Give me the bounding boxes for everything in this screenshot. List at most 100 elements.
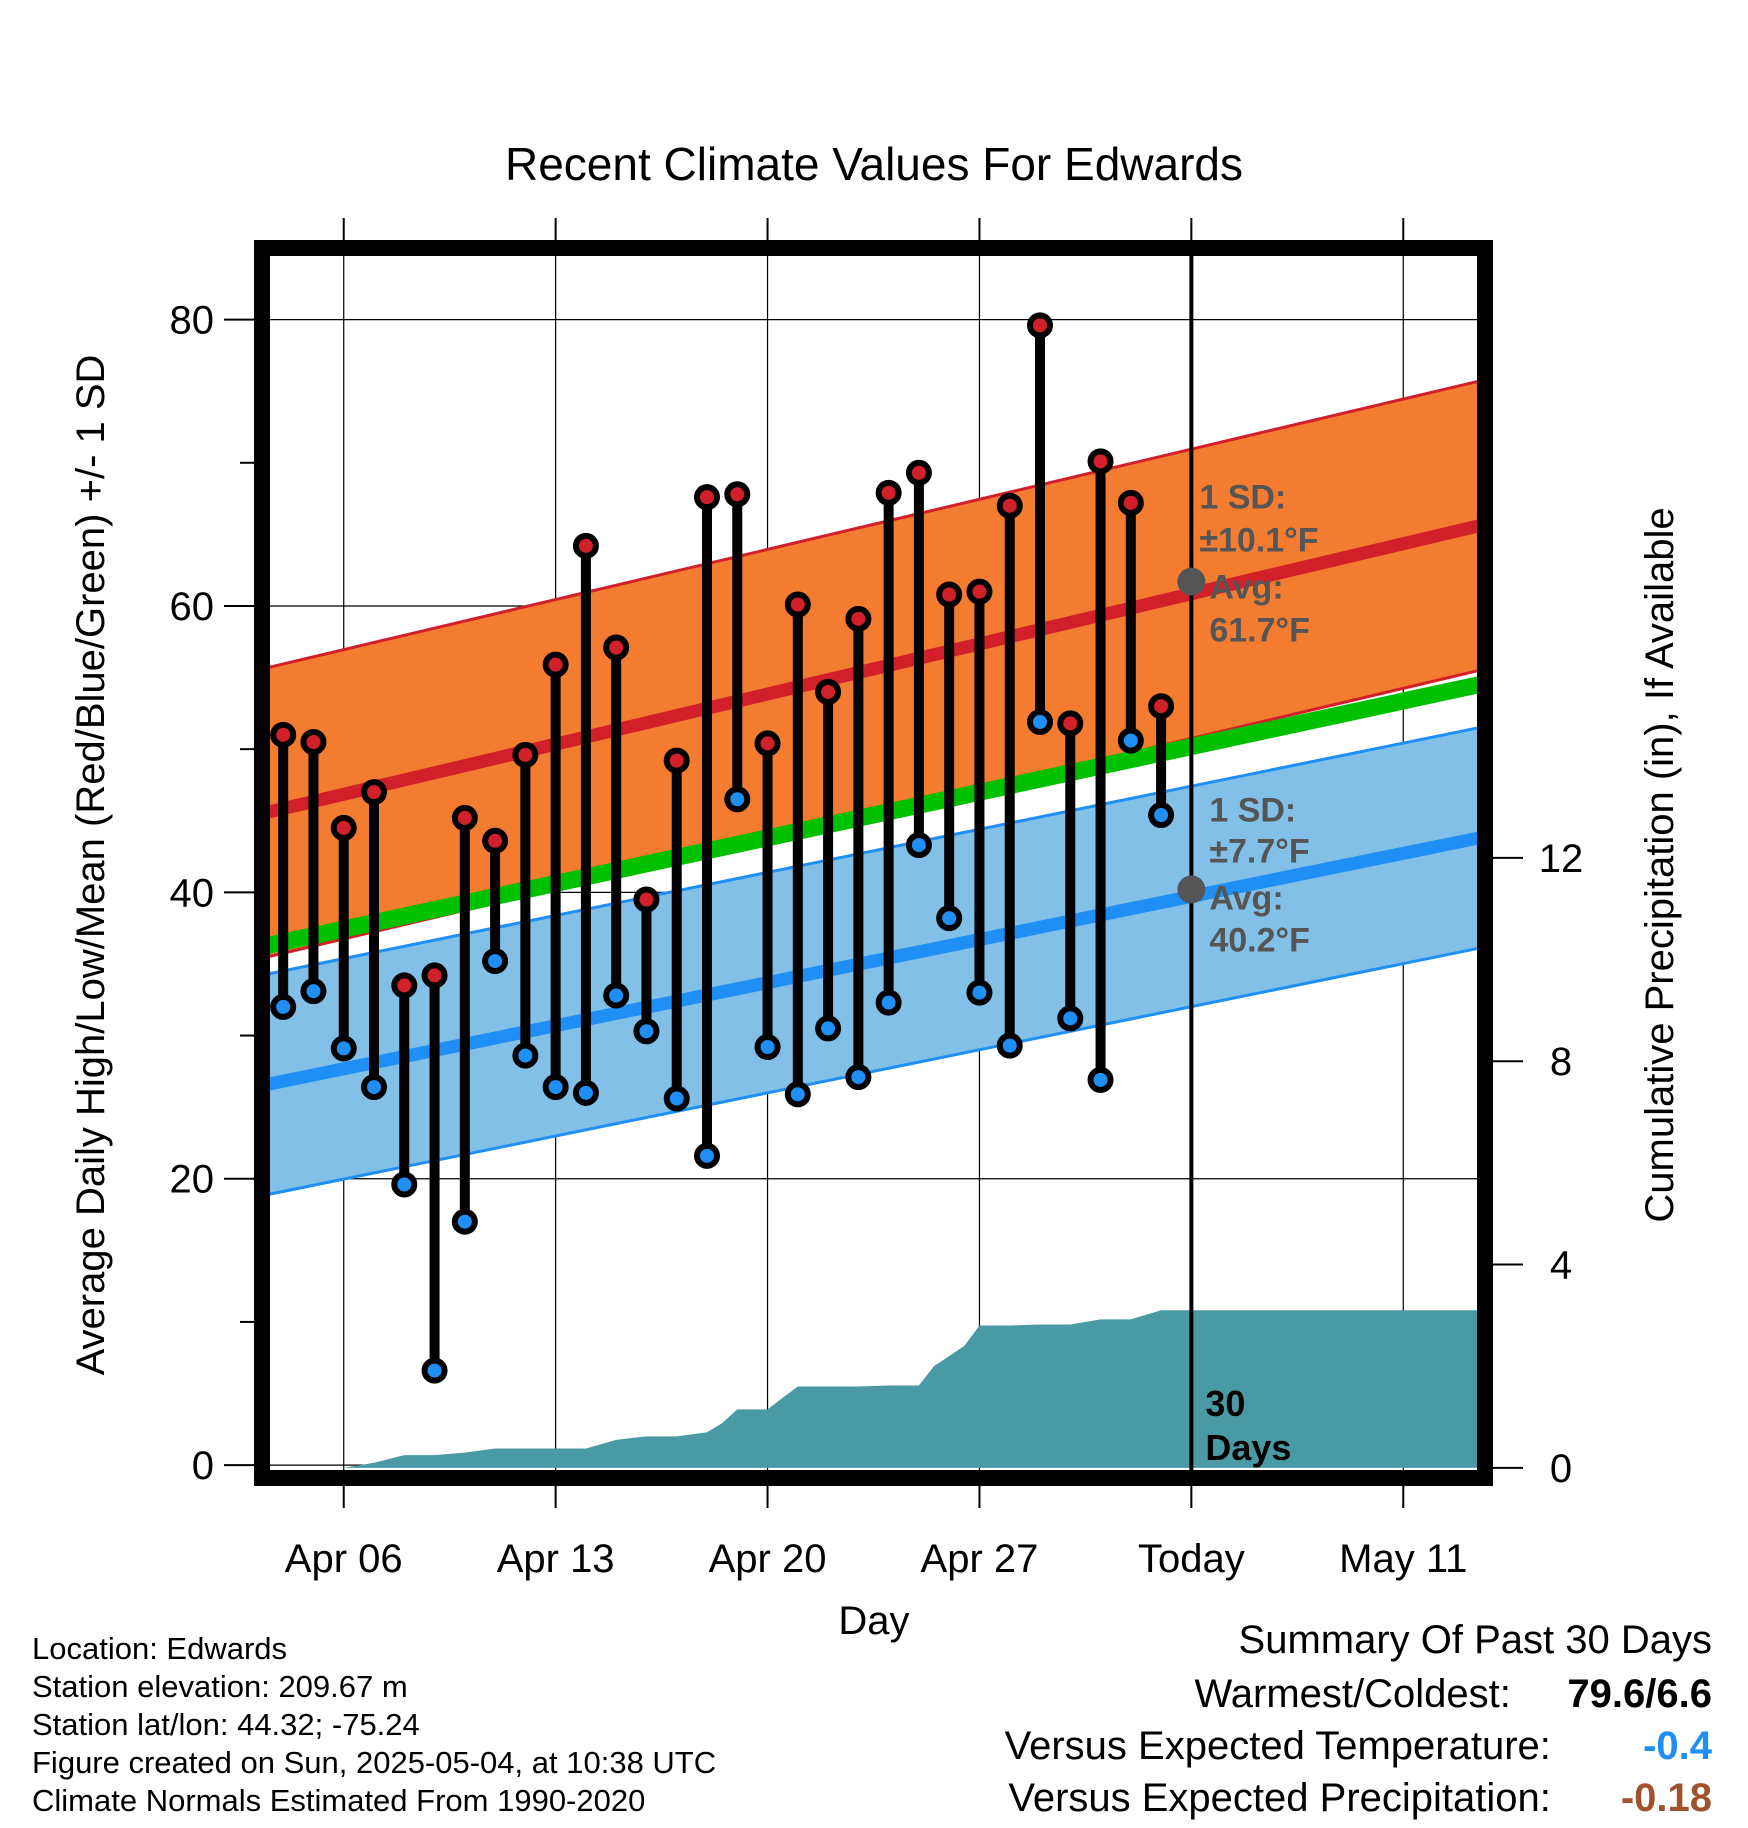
today-low-avg-marker bbox=[1177, 875, 1206, 904]
high-temp-point bbox=[421, 962, 448, 989]
high-sd-label: 1 SD: bbox=[1199, 479, 1286, 517]
low-temp-point bbox=[512, 1042, 539, 1069]
x-tick-label: Today bbox=[1138, 1537, 1245, 1581]
high-temp-point bbox=[694, 484, 721, 511]
window-label-number: 30 bbox=[1205, 1383, 1245, 1424]
low-temp-point bbox=[663, 1085, 690, 1112]
summary-precip-label: Versus Expected Precipitation: bbox=[1008, 1776, 1551, 1820]
high-temp-point bbox=[270, 721, 297, 748]
high-temp-point bbox=[966, 578, 993, 605]
high-temp-point bbox=[905, 459, 932, 486]
low-temp-point bbox=[421, 1357, 448, 1384]
footer-latlon: Station lat/lon: 44.32; -75.24 bbox=[32, 1707, 420, 1742]
high-temp-point bbox=[1148, 693, 1175, 720]
y-tick-label: 0 bbox=[192, 1444, 214, 1488]
summary-temp-value: -0.4 bbox=[1643, 1724, 1712, 1768]
normal-low-upper-edge bbox=[267, 726, 1480, 976]
y-tick-label: 60 bbox=[170, 585, 215, 629]
low-temp-point bbox=[330, 1035, 357, 1062]
y2-tick-label: 0 bbox=[1550, 1447, 1572, 1491]
low-sd-label: 1 SD: bbox=[1209, 791, 1296, 829]
summary-temp-label: Versus Expected Temperature: bbox=[1004, 1724, 1551, 1768]
high-temp-point bbox=[875, 479, 902, 506]
high-temp-point bbox=[482, 827, 509, 854]
high-temp-point bbox=[1087, 448, 1114, 475]
high-temp-point bbox=[996, 492, 1023, 519]
high-temp-point bbox=[300, 729, 327, 756]
high-temp-point bbox=[845, 605, 872, 632]
summary-warm-cold-value: 79.6/6.6 bbox=[1567, 1672, 1712, 1716]
high-temp-point bbox=[512, 741, 539, 768]
low-temp-point bbox=[572, 1079, 599, 1106]
high-temp-point bbox=[633, 886, 660, 913]
low-temp-point bbox=[754, 1033, 781, 1060]
summary-precip-value: -0.18 bbox=[1620, 1776, 1712, 1820]
low-temp-point bbox=[815, 1015, 842, 1042]
high-temp-point bbox=[361, 779, 388, 806]
footer-created: Figure created on Sun, 2025-05-04, at 10… bbox=[32, 1745, 717, 1780]
high-temp-point bbox=[815, 678, 842, 705]
y2-tick-label: 12 bbox=[1539, 837, 1584, 881]
footer-location: Location: Edwards bbox=[32, 1631, 288, 1666]
low-temp-point bbox=[784, 1081, 811, 1108]
low-temp-point bbox=[694, 1142, 721, 1169]
high-temp-point bbox=[754, 730, 781, 757]
summary-warm-cold-label: Warmest/Coldest: bbox=[1194, 1672, 1511, 1716]
low-temp-point bbox=[936, 905, 963, 932]
precipitation-area bbox=[268, 1310, 1479, 1468]
low-temp-point bbox=[300, 978, 327, 1005]
high-temp-point bbox=[603, 634, 630, 661]
low-temp-point bbox=[1057, 1005, 1084, 1032]
low-temp-point bbox=[603, 982, 630, 1009]
low-avg-value: 40.2°F bbox=[1209, 921, 1310, 959]
high-temp-point bbox=[1057, 710, 1084, 737]
footer-normals: Climate Normals Estimated From 1990-2020 bbox=[32, 1783, 646, 1818]
low-temp-point bbox=[1026, 708, 1053, 735]
plot-inner bbox=[262, 248, 1485, 1478]
x-tick-label: Apr 20 bbox=[709, 1537, 827, 1581]
y2-tick-label: 4 bbox=[1550, 1244, 1572, 1288]
high-sd-value: ±10.1°F bbox=[1199, 522, 1318, 560]
chart-title: Recent Climate Values For Edwards bbox=[505, 138, 1243, 190]
low-avg-label: Avg: bbox=[1209, 879, 1283, 917]
low-temp-point bbox=[633, 1018, 660, 1045]
y-axis-label: Average Daily High/Low/Mean (Red/Blue/Gr… bbox=[69, 355, 113, 1376]
window-label-unit: Days bbox=[1205, 1427, 1291, 1468]
high-temp-point bbox=[784, 591, 811, 618]
high-temp-point bbox=[542, 651, 569, 678]
low-temp-point bbox=[391, 1171, 418, 1198]
low-temp-point bbox=[966, 979, 993, 1006]
y2-tick-label: 8 bbox=[1550, 1040, 1572, 1084]
normal-low-lower-edge bbox=[267, 946, 1480, 1196]
x-tick-label: May 11 bbox=[1339, 1537, 1467, 1581]
y-tick-label: 20 bbox=[170, 1158, 215, 1202]
low-temp-point bbox=[451, 1208, 478, 1235]
high-temp-point bbox=[936, 581, 963, 608]
x-tick-label: Apr 06 bbox=[285, 1537, 403, 1581]
summary-warm-cold: Warmest/Coldest: 79.6/6.6 bbox=[1195, 1672, 1713, 1717]
x-axis-label: Day bbox=[838, 1599, 909, 1643]
high-temp-point bbox=[724, 481, 751, 508]
low-temp-point bbox=[1148, 802, 1175, 829]
low-temp-point bbox=[724, 786, 751, 813]
normal-high-mean-line bbox=[266, 519, 1481, 819]
low-temp-point bbox=[482, 948, 509, 975]
summary-temp: Versus Expected Temperature: -0.4 bbox=[1005, 1724, 1712, 1769]
low-temp-point bbox=[1117, 727, 1144, 754]
low-temp-point bbox=[1087, 1066, 1114, 1093]
high-temp-point bbox=[451, 804, 478, 831]
high-temp-point bbox=[1117, 489, 1144, 516]
high-temp-point bbox=[330, 814, 357, 841]
y-tick-label: 40 bbox=[170, 871, 215, 915]
low-temp-point bbox=[542, 1074, 569, 1101]
low-temp-point bbox=[270, 993, 297, 1020]
footer-elevation: Station elevation: 209.67 m bbox=[32, 1669, 408, 1704]
low-temp-point bbox=[875, 989, 902, 1016]
x-tick-label: Apr 27 bbox=[921, 1537, 1039, 1581]
high-temp-point bbox=[391, 972, 418, 999]
plot-frame bbox=[254, 240, 1493, 1486]
y2-axis-label: Cumulative Precipitation (in), If Availa… bbox=[1638, 507, 1682, 1222]
normal-high-upper-edge bbox=[267, 379, 1480, 670]
